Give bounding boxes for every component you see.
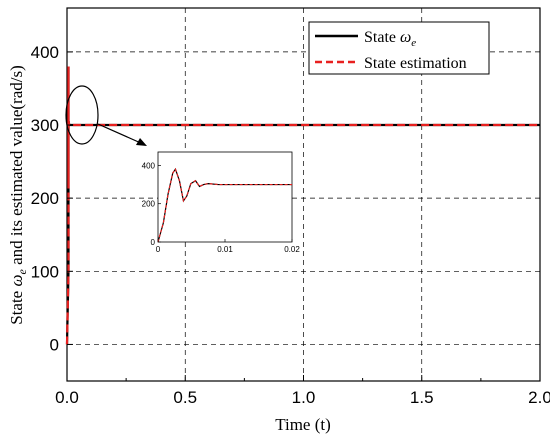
- x-tick-label: 1.5: [410, 388, 434, 407]
- inset-frame: [157, 151, 293, 243]
- legend: State ωe State estimation: [308, 21, 490, 75]
- inset-x-tick-label: 0: [156, 245, 161, 254]
- y-axis-label: State ωe and its estimated value(rad/s): [7, 65, 29, 325]
- x-axis-label: Time (t): [275, 415, 331, 434]
- inset-series-line-estimation: [157, 167, 292, 243]
- x-tick-label: 0.5: [173, 388, 197, 407]
- y-tick-label: 0: [50, 335, 59, 354]
- legend-label-state: State ωe: [364, 29, 416, 49]
- zoom-ellipse: [65, 85, 99, 145]
- legend-box: [308, 21, 490, 75]
- x-tick-label: 1.0: [292, 388, 316, 407]
- inset-y-tick-label: 200: [142, 200, 156, 209]
- inset-ticks: 0 0.01 0.02 0 200 400: [142, 161, 301, 254]
- y-tick-label: 300: [31, 116, 59, 135]
- tick-labels: 0.0 0.5 1.0 1.5 2.0 0 100 200 300 400: [31, 43, 550, 407]
- inset-x-tick-label: 0.02: [284, 245, 300, 254]
- inset-x-tick-label: 0.01: [217, 245, 233, 254]
- y-tick-label: 100: [31, 262, 59, 281]
- zoom-arrow-line: [97, 123, 144, 145]
- y-tick-label: 200: [31, 189, 59, 208]
- inset-y-tick-label: 400: [142, 161, 156, 170]
- inset-y-tick-label: 0: [151, 238, 156, 247]
- x-tick-label: 0.0: [55, 388, 79, 407]
- y-tick-label: 400: [31, 43, 59, 62]
- inset-plot: 0 0.01 0.02 0 200 400: [142, 151, 301, 254]
- inset-series-lines: [157, 167, 292, 243]
- axis-ticks: [66, 51, 541, 381]
- zoom-arrowhead: [136, 138, 147, 146]
- x-tick-label: 2.0: [528, 388, 550, 407]
- legend-label-estimation: State estimation: [364, 55, 467, 72]
